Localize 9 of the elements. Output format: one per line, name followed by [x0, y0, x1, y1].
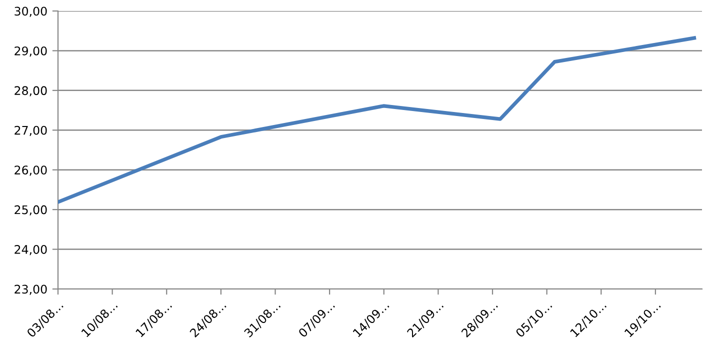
y-tick-label: 26,00 — [14, 166, 47, 176]
y-tick-label: 25,00 — [14, 205, 47, 216]
y-tick-label: 29,00 — [14, 46, 47, 57]
y-tick-label: 23,00 — [14, 284, 47, 295]
y-tick-label: 24,00 — [14, 245, 47, 256]
line-series — [58, 36, 696, 204]
y-tick-label: 27,00 — [14, 126, 47, 136]
y-tick-label: 28,00 — [14, 86, 47, 96]
y-tick-label: 30,00 — [14, 6, 47, 17]
